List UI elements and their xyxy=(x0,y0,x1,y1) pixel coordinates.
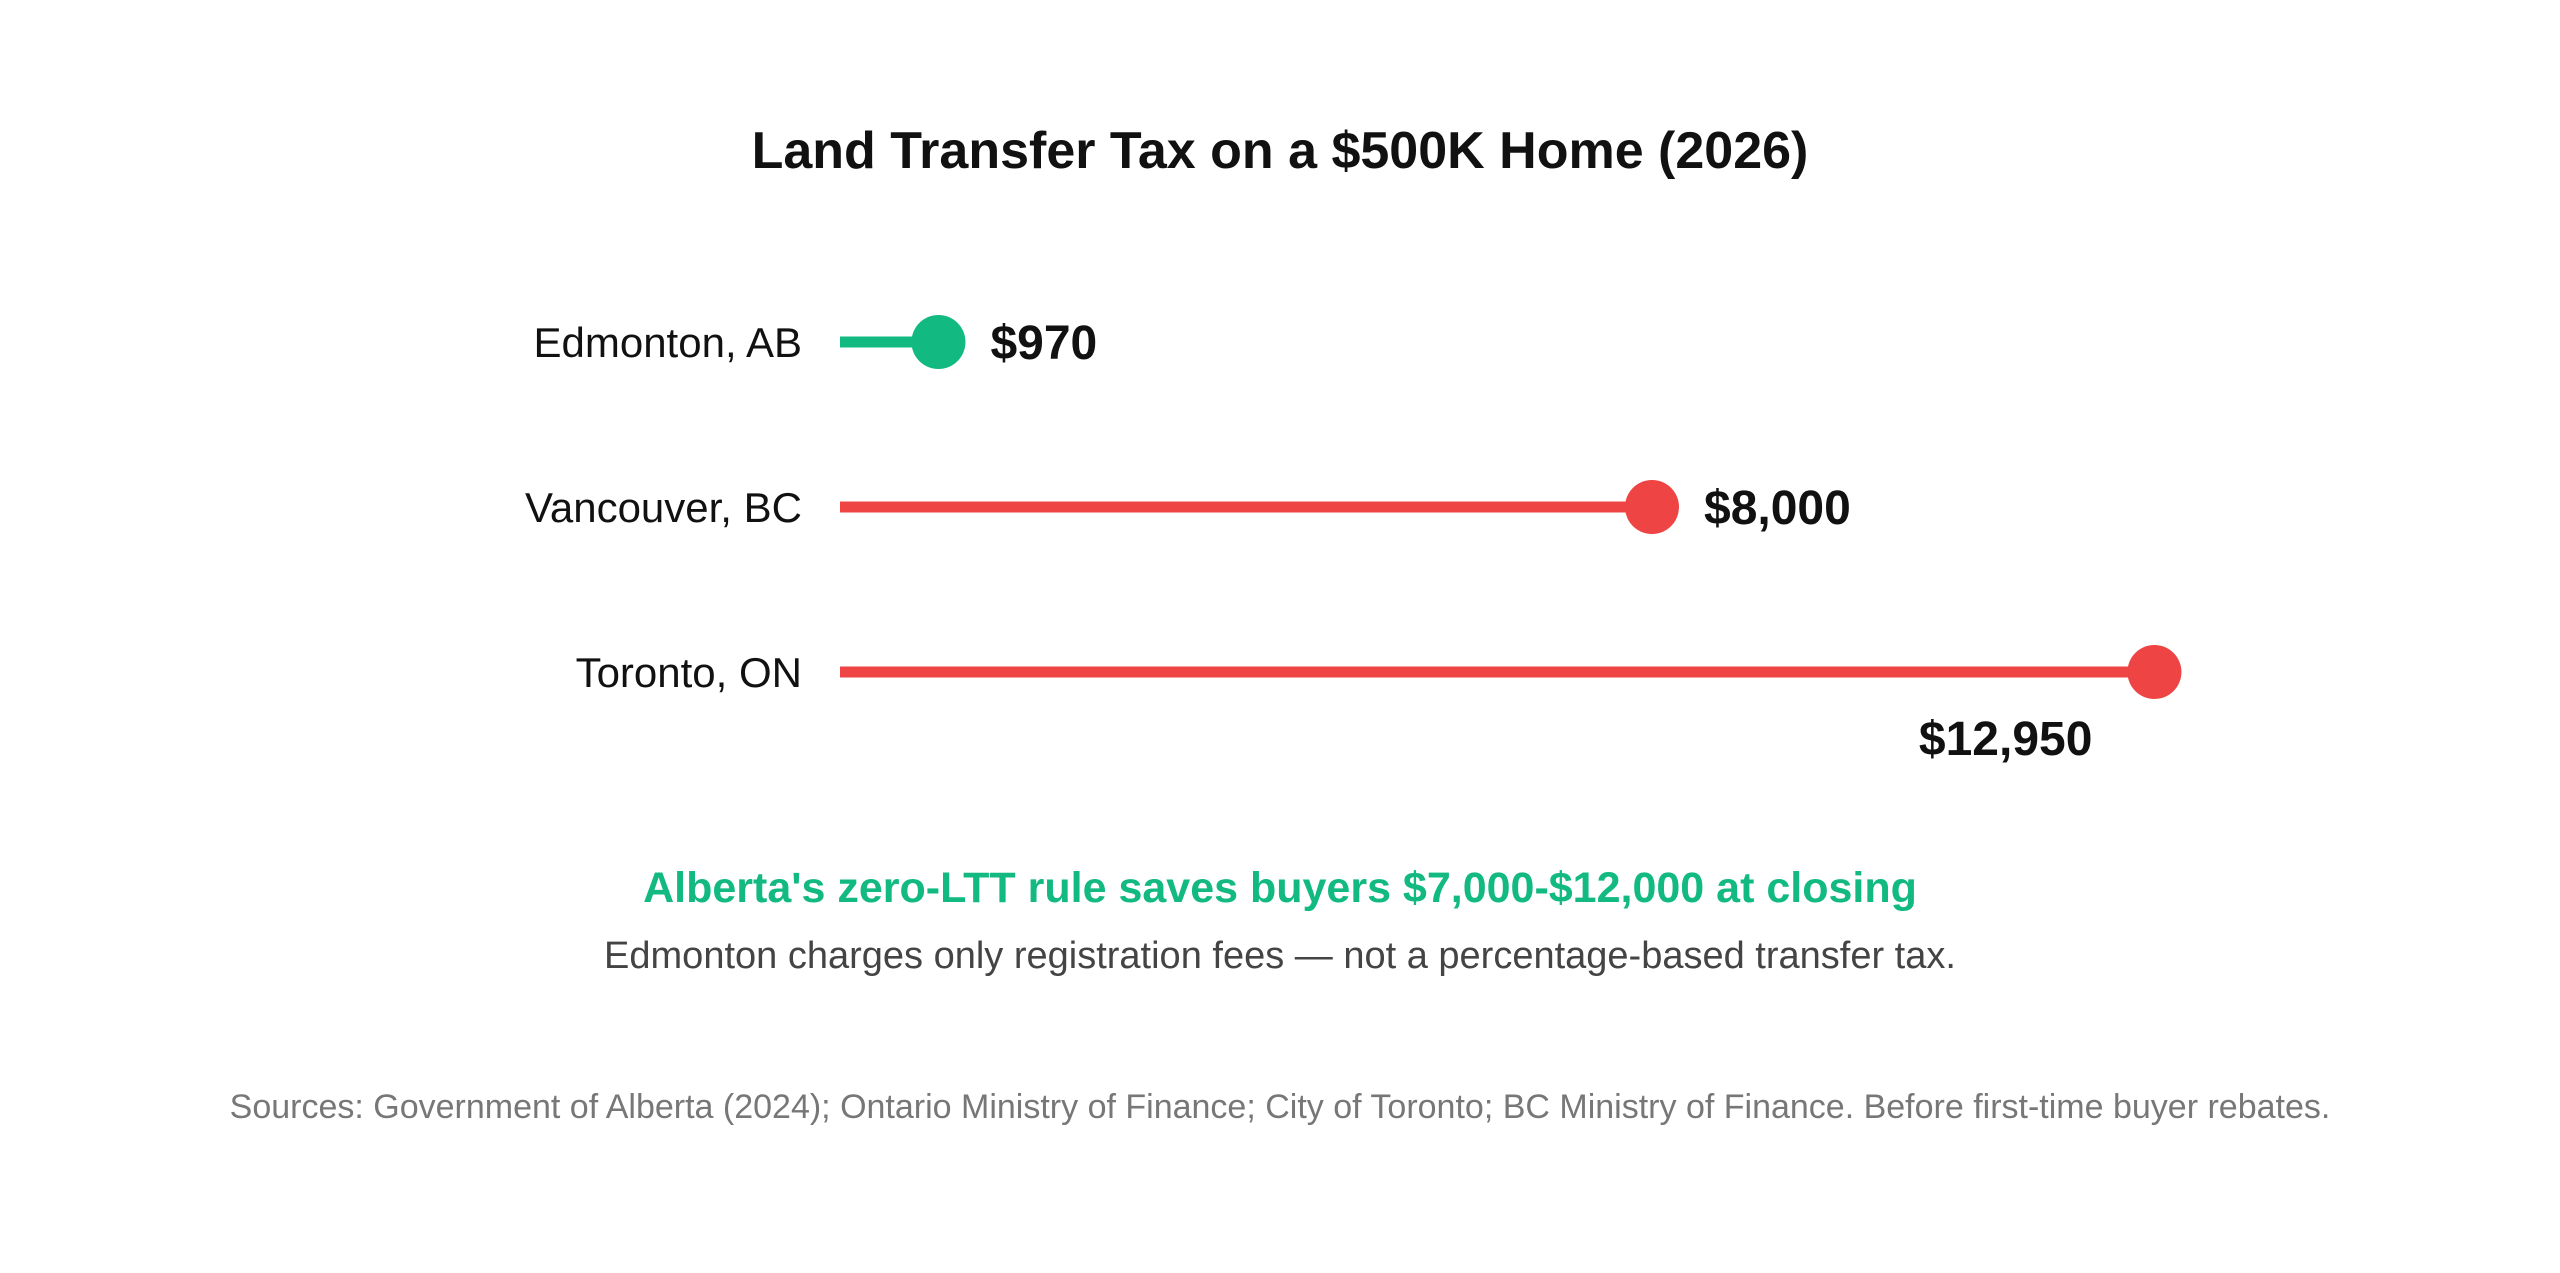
chart-marks: Edmonton, AB $970 Vancouver, BC $8,000 Toron… xyxy=(525,315,2182,766)
value-label: $12,950 xyxy=(1919,713,2093,766)
category-label: Vancouver, BC xyxy=(525,484,802,531)
lollipop-dot xyxy=(911,315,966,369)
lollipop-dot xyxy=(2127,645,2182,699)
source-note: Sources: Government of Alberta (2024); O… xyxy=(230,1088,2331,1126)
category-label: Toronto, ON xyxy=(576,649,802,696)
callout-headline: Alberta's zero-LTT rule saves buyers $7,… xyxy=(643,864,1917,912)
lollipop-dot xyxy=(1625,480,1679,534)
callout-subline: Edmonton charges only registration fees … xyxy=(604,935,1956,977)
chart-title: Land Transfer Tax on a $500K Home (2026) xyxy=(752,122,1809,180)
value-label: $8,000 xyxy=(1704,482,1851,535)
category-label: Edmonton, AB xyxy=(533,319,802,366)
value-label: $970 xyxy=(990,317,1097,370)
